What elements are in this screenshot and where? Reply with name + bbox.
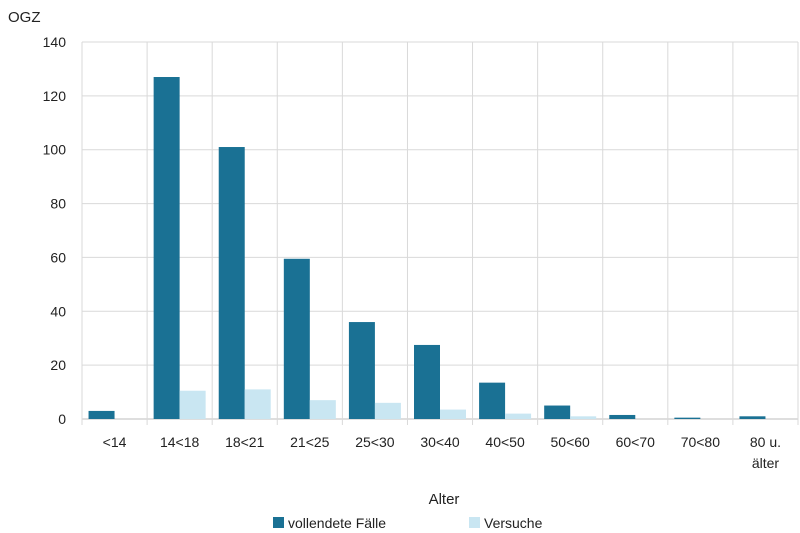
y-tick-label: 40 bbox=[50, 303, 66, 319]
x-tick-labels: <14 14<18 18<21 21<25 25<30 30<40 40<50 50<60 60… bbox=[103, 434, 781, 471]
legend-swatch bbox=[469, 517, 480, 528]
y-tick-labels: 0 20 40 60 80 100 120 140 bbox=[43, 34, 67, 427]
y-axis-title: OGZ bbox=[8, 9, 41, 26]
bar-vollendete-faelle bbox=[88, 410, 115, 419]
bar-vollendete-faelle bbox=[348, 322, 375, 419]
y-tick-label: 120 bbox=[43, 88, 67, 104]
x-tick-label: 18<21 bbox=[225, 434, 265, 450]
bar-versuche bbox=[374, 402, 401, 419]
x-tick-label: 14<18 bbox=[160, 434, 200, 450]
y-tick-label: 60 bbox=[50, 249, 66, 265]
x-tick-label: 40<50 bbox=[485, 434, 525, 450]
bar-vollendete-faelle bbox=[414, 344, 440, 419]
gridlines bbox=[81, 41, 799, 425]
bars bbox=[88, 77, 766, 419]
x-tick-label: 60<70 bbox=[616, 434, 656, 450]
legend: vollendete Fälle Versuche bbox=[273, 515, 543, 531]
bar-vollendete-faelle bbox=[218, 147, 245, 419]
x-tick-label: 80 u. älter bbox=[750, 434, 781, 471]
y-tick-label: 80 bbox=[50, 196, 66, 212]
bar-vollendete-faelle bbox=[283, 258, 310, 419]
bar-versuche bbox=[570, 416, 597, 419]
legend-label: vollendete Fälle bbox=[288, 515, 386, 531]
bar-versuche bbox=[309, 400, 336, 419]
bar-versuche bbox=[244, 389, 271, 419]
x-axis-title: Alter bbox=[429, 491, 460, 508]
bar-vollendete-faelle bbox=[674, 417, 701, 419]
bar-vollendete-faelle bbox=[479, 382, 506, 419]
bar-vollendete-faelle bbox=[153, 77, 180, 419]
y-tick-label: 140 bbox=[43, 34, 67, 50]
bar-vollendete-faelle bbox=[544, 405, 571, 419]
bar-versuche bbox=[505, 413, 532, 419]
x-tick-label: <14 bbox=[103, 434, 127, 450]
y-tick-label: 0 bbox=[58, 411, 66, 427]
x-tick-label: 21<25 bbox=[290, 434, 330, 450]
bar-versuche bbox=[440, 409, 466, 419]
bar-versuche bbox=[179, 390, 206, 419]
y-tick-label: 100 bbox=[43, 142, 67, 158]
bar-vollendete-faelle bbox=[739, 416, 766, 419]
x-tick-label: 25<30 bbox=[355, 434, 395, 450]
legend-swatch bbox=[273, 517, 284, 528]
legend-label: Versuche bbox=[484, 515, 543, 531]
bar-vollendete-faelle bbox=[609, 414, 636, 419]
x-tick-label: 30<40 bbox=[420, 434, 460, 450]
y-tick-label: 20 bbox=[50, 357, 66, 373]
x-tick-label: 70<80 bbox=[681, 434, 721, 450]
x-tick-label: 50<60 bbox=[551, 434, 591, 450]
